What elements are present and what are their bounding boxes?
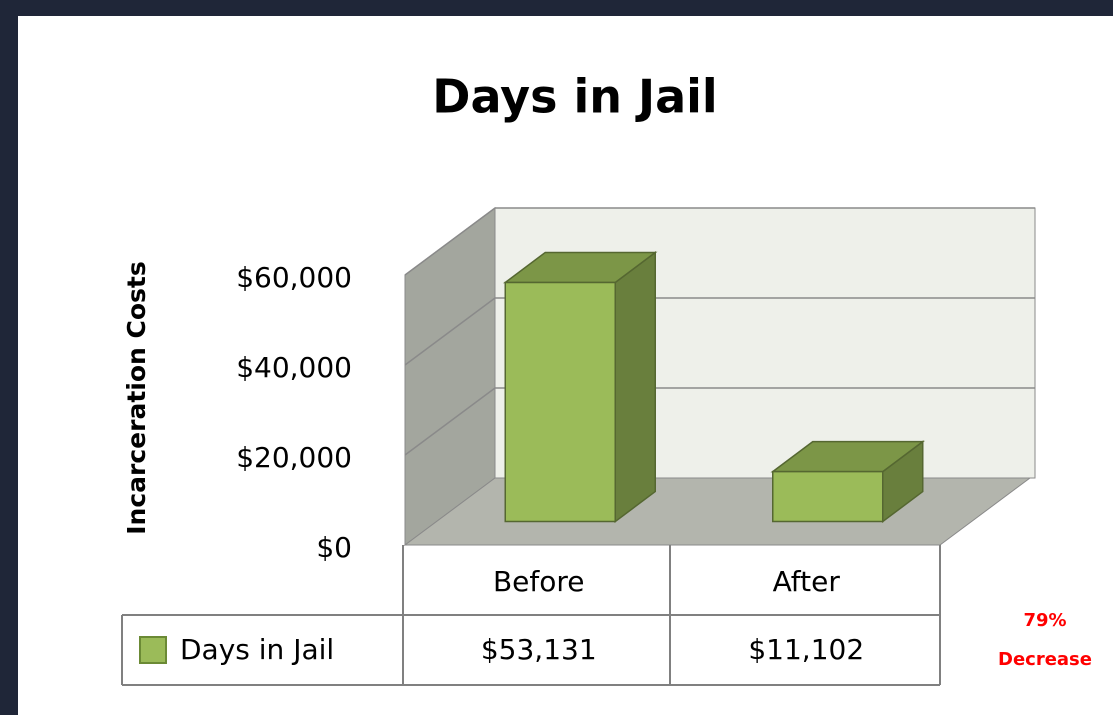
table-value: $11,102 xyxy=(748,633,864,666)
legend-swatch xyxy=(139,636,167,664)
y-axis-label: Incarceration Costs xyxy=(122,261,151,535)
y-tick-label: $40,000 xyxy=(236,351,352,384)
x-tick-label: Before xyxy=(493,565,585,598)
bar xyxy=(503,250,658,524)
bar-front xyxy=(504,281,616,523)
chart-title: Days in Jail xyxy=(432,70,717,124)
bar-side xyxy=(614,250,656,524)
y-tick-label: $60,000 xyxy=(236,261,352,294)
annotation: 79% xyxy=(1023,610,1066,631)
table-value: $53,131 xyxy=(481,633,597,666)
annotation: Decrease xyxy=(998,649,1092,670)
walls xyxy=(403,207,1036,546)
y-tick-label: $0 xyxy=(316,531,352,564)
x-tick-label: After xyxy=(773,565,841,598)
bar xyxy=(770,440,925,524)
grid-line xyxy=(404,387,1035,456)
grid-line xyxy=(404,207,1035,276)
floor xyxy=(403,477,1032,546)
data-table xyxy=(121,545,941,686)
legend-entry: Days in Jail xyxy=(180,633,334,666)
bar-front xyxy=(772,470,884,523)
y-tick-label: $20,000 xyxy=(236,441,352,474)
grid-line xyxy=(404,297,1035,366)
